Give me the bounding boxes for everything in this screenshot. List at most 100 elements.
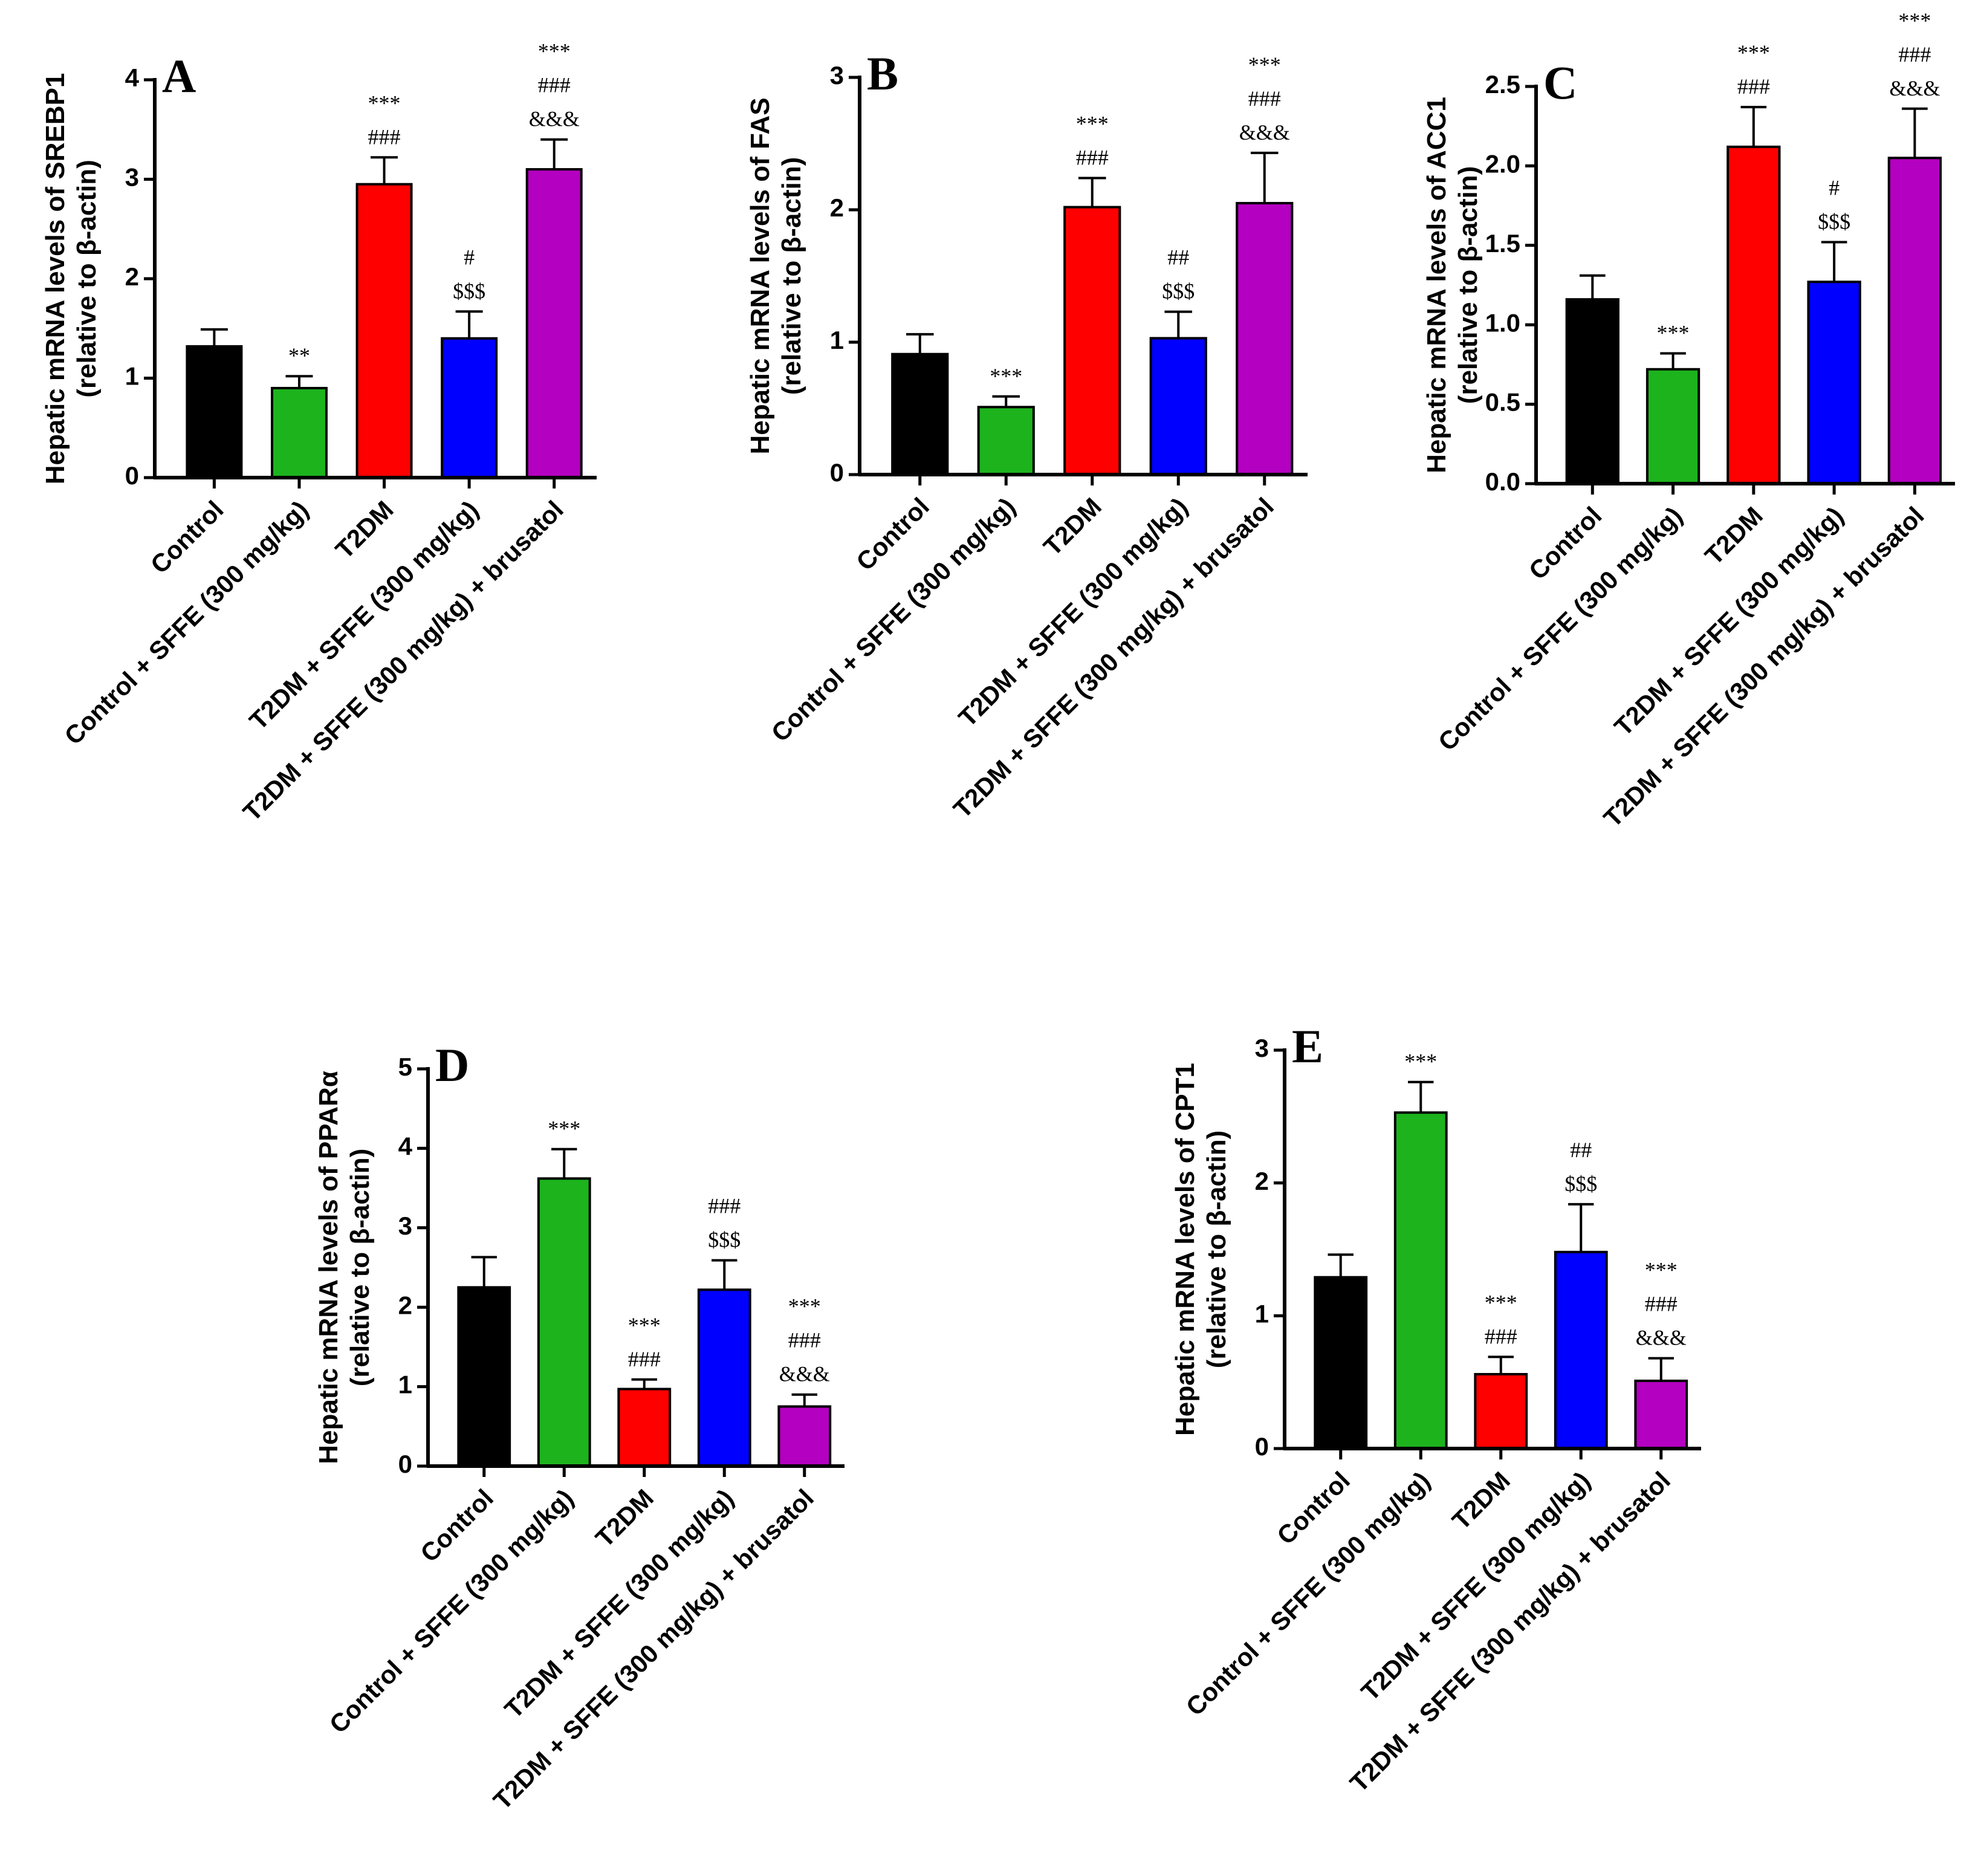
y-tick-label: 4	[125, 63, 140, 92]
significance-label: ###	[1645, 1292, 1678, 1316]
bar	[1726, 145, 1781, 485]
significance-label: ***	[1076, 111, 1109, 135]
x-tick-label: Control	[1523, 501, 1607, 585]
bar	[1063, 206, 1121, 476]
significance-label: ***	[1657, 321, 1690, 345]
x-tick-label: Control	[1271, 1466, 1355, 1550]
panel-label: D	[435, 1039, 469, 1091]
y-tick-label: 1	[398, 1371, 412, 1399]
significance-label: ###	[1898, 42, 1931, 67]
significance-label: &&&	[1636, 1326, 1687, 1350]
panel-label: E	[1292, 1020, 1323, 1073]
significance-label: &&&	[1889, 76, 1940, 100]
y-axis-label: (relative to β-actin)	[72, 160, 102, 398]
significance-label: ***	[538, 39, 571, 63]
x-tick-label: T2DM	[1447, 1466, 1516, 1535]
x-tick-label: Control	[415, 1484, 499, 1568]
bar	[457, 1286, 511, 1468]
y-tick-label: 2	[830, 193, 844, 222]
significance-label: ***	[1737, 41, 1770, 65]
significance-label: &&&	[1239, 120, 1290, 144]
bar	[1149, 337, 1207, 476]
y-tick-label: 0	[1255, 1432, 1269, 1461]
significance-label: ***	[990, 364, 1022, 388]
significance-label: #	[1829, 176, 1840, 200]
x-tick-label: T2DM	[1699, 501, 1768, 570]
bar	[270, 386, 328, 479]
bar	[1393, 1111, 1448, 1450]
bar	[977, 406, 1035, 476]
x-tick-label: T2DM + SFFE (300 mg/kg) + brusatol	[948, 492, 1279, 823]
y-axis-label: (relative to β-actin)	[777, 157, 806, 395]
panel-label: B	[867, 47, 898, 100]
y-tick-label: 0.5	[1485, 388, 1520, 417]
y-tick-label: 3	[398, 1212, 412, 1240]
significance-label: ###	[1076, 145, 1109, 169]
bar	[186, 345, 243, 479]
significance-label: ###	[1737, 74, 1770, 99]
y-tick-label: 3	[125, 163, 139, 192]
y-tick-label: 1	[1255, 1299, 1269, 1328]
y-tick-label: 1.5	[1485, 229, 1520, 258]
y-axis-label: Hepatic mRNA levels of SREBP1	[41, 73, 70, 485]
significance-label: ***	[548, 1117, 580, 1141]
bar	[537, 1177, 591, 1468]
y-axis-label: Hepatic mRNA levels of ACC1	[1422, 97, 1451, 473]
y-tick-label: 0	[125, 461, 139, 490]
y-axis-label: (relative to β-actin)	[1202, 1131, 1231, 1369]
significance-label: &&&	[529, 107, 580, 131]
significance-label: ###	[538, 73, 571, 97]
x-tick-label: T2DM	[330, 495, 399, 564]
x-tick-label: T2DM	[590, 1484, 659, 1553]
y-tick-label: 2	[398, 1291, 412, 1319]
significance-label: #	[464, 245, 475, 269]
y-tick-label: 5	[398, 1053, 412, 1081]
panel-label: C	[1543, 56, 1577, 109]
bar	[355, 183, 413, 479]
y-axis-label: Hepatic mRNA levels of CPT1	[1170, 1063, 1200, 1436]
significance-label: ***	[628, 1313, 661, 1337]
significance-label: ###	[788, 1328, 821, 1352]
significance-label: ***	[788, 1294, 821, 1319]
y-tick-label: 1	[830, 326, 844, 354]
significance-label: ***	[1898, 8, 1931, 33]
significance-label: $$$	[453, 279, 485, 303]
significance-label: ***	[368, 91, 401, 115]
y-tick-label: 2	[125, 262, 139, 291]
significance-label: **	[288, 343, 310, 368]
y-axis-label: Hepatic mRNA levels of FAS	[745, 97, 775, 454]
bar	[1565, 298, 1619, 485]
x-tick-label: Control	[851, 492, 935, 576]
significance-label: $$$	[1162, 279, 1195, 303]
y-axis-label: (relative to β-actin)	[345, 1149, 375, 1387]
bar	[697, 1288, 751, 1467]
y-tick-label: 4	[398, 1132, 413, 1160]
y-tick-label: 2.0	[1485, 149, 1520, 178]
significance-label: ##	[1570, 1138, 1592, 1162]
x-tick-label: T2DM + SFFE (300 mg/kg) + brusatol	[238, 495, 569, 826]
significance-label: ###	[628, 1347, 661, 1371]
significance-label: ###	[1248, 86, 1281, 111]
y-tick-label: 1.0	[1485, 308, 1520, 337]
y-axis-label: Hepatic mRNA levels of PPARα	[314, 1071, 343, 1464]
y-tick-label: 0	[398, 1450, 412, 1478]
y-tick-label: 2	[1255, 1167, 1269, 1195]
bar	[777, 1405, 832, 1467]
y-tick-label: 0.0	[1485, 467, 1520, 496]
panel-label: A	[162, 50, 196, 102]
y-tick-label: 1	[125, 362, 139, 391]
significance-label: $$$	[1564, 1172, 1597, 1196]
significance-label: ***	[1645, 1258, 1678, 1282]
bar	[441, 337, 498, 479]
significance-label: ###	[708, 1194, 741, 1218]
significance-label: $$$	[708, 1228, 741, 1252]
bar	[525, 168, 583, 479]
significance-label: $$$	[1818, 210, 1850, 234]
significance-label: ###	[1485, 1324, 1517, 1348]
